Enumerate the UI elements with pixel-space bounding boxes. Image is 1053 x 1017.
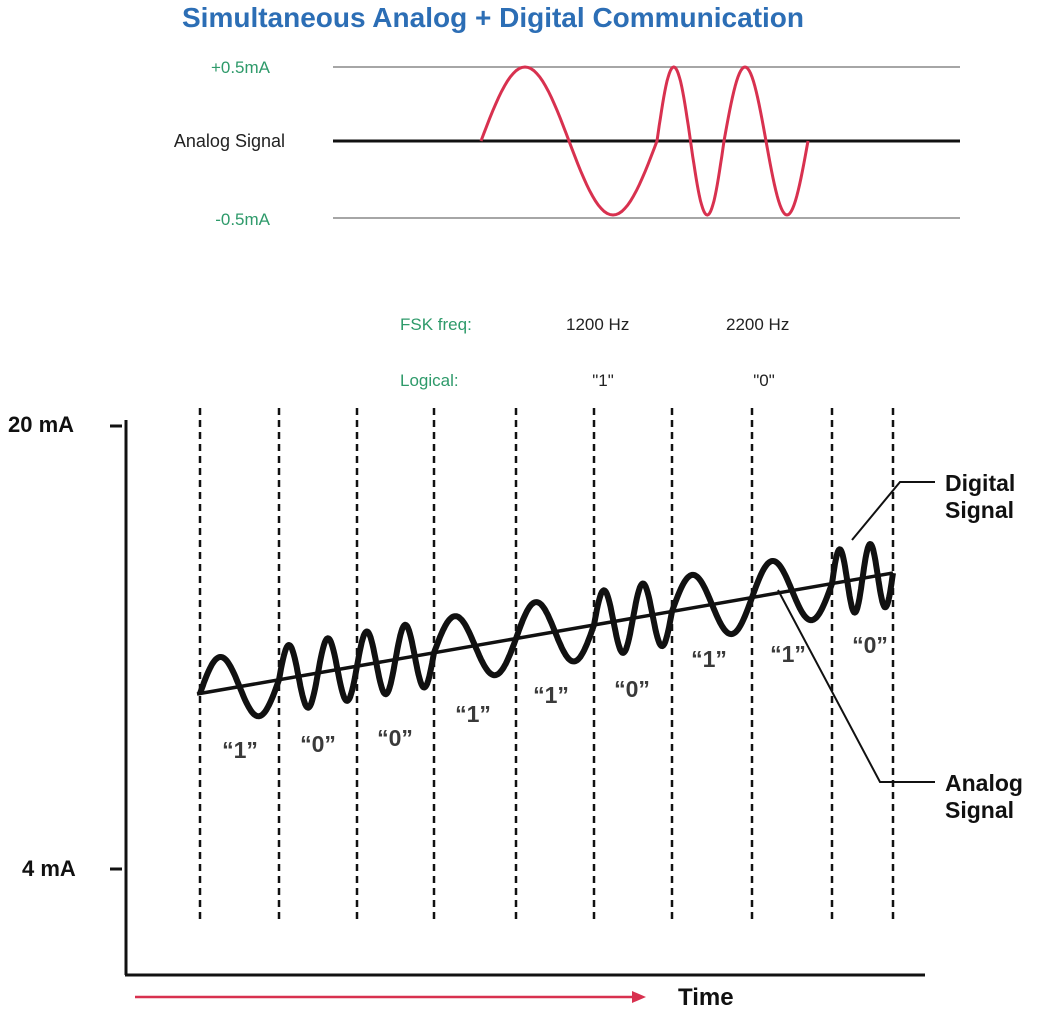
bit-label: “0” [614,676,650,702]
bit-labels: “1” “0” “0” “1” “1” “0” “1” “1” “0” [222,632,888,763]
digital-callout-line2: Signal [945,497,1014,523]
bit-label: “0” [300,731,336,757]
minus-current-label: -0.5mA [215,210,270,229]
bit-label: “1” [222,737,258,763]
fsk-logical-0: "0" [753,371,775,390]
fsk-freq-2200: 2200 Hz [726,315,789,334]
bit-label: “1” [691,646,727,672]
y-bottom-label: 4 mA [22,856,76,881]
digital-callout-line1: Digital [945,470,1015,496]
fsk-freq-1200: 1200 Hz [566,315,629,334]
fsk-freq-label: FSK freq: [400,315,472,334]
fsk-logical-label: Logical: [400,371,459,390]
time-label: Time [678,984,734,1011]
analog-signal-label: Analog Signal [174,131,285,151]
digital-callout-line [851,481,935,541]
analog-callout-line1: Analog [945,770,1023,796]
bit-label: “1” [455,701,491,727]
y-top-label: 20 mA [8,412,74,437]
analog-signal-line [196,571,894,696]
time-arrow-head [632,991,646,1003]
analog-callout-line [777,589,935,783]
diagram-title: Simultaneous Analog + Digital Communicat… [182,2,804,33]
bit-label: “1” [770,641,806,667]
analog-callout-line2: Signal [945,797,1014,823]
plus-current-label: +0.5mA [211,58,271,77]
bit-label: “0” [377,725,413,751]
digital-signal-wave [197,541,896,720]
fsk-wave [479,65,810,217]
fsk-logical-1: "1" [592,371,614,390]
bit-label: “0” [852,632,888,658]
bit-label: “1” [533,682,569,708]
